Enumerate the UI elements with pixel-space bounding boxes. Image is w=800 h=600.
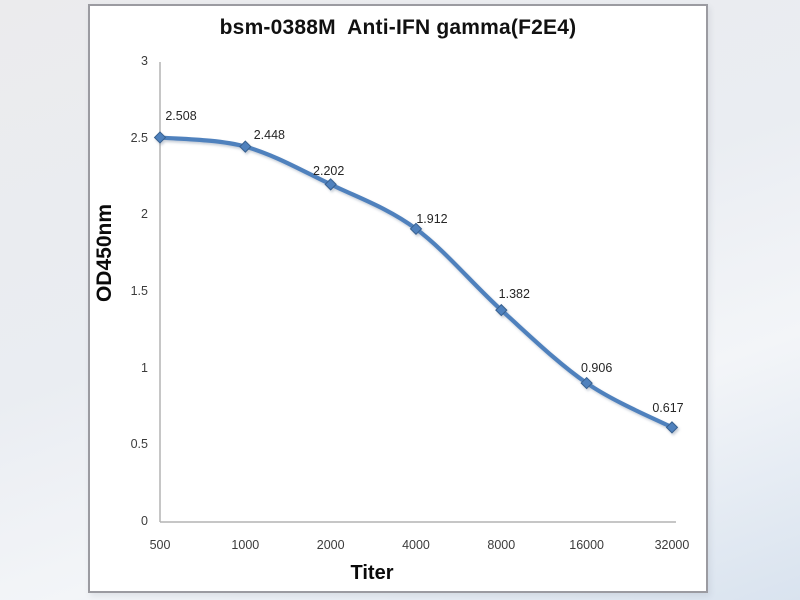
x-axis-title: Titer — [350, 562, 394, 584]
data-point-marker — [324, 178, 337, 191]
y-tick-label: 3 — [141, 54, 148, 68]
y-tick-label: 2.5 — [130, 130, 148, 145]
data-point-marker — [153, 131, 167, 144]
chart-panel — [88, 4, 708, 593]
data-point-label: 0.617 — [652, 401, 684, 416]
series-curve — [157, 135, 675, 430]
y-tick-label: 2 — [141, 207, 148, 222]
data-point-label: 1.912 — [416, 211, 448, 226]
data-point-label: 1.382 — [498, 287, 530, 302]
x-tick-label: 16000 — [569, 538, 605, 552]
data-point-marker — [239, 140, 252, 153]
x-tick-label: 2000 — [316, 538, 345, 552]
data-point-label: 2.508 — [165, 109, 197, 124]
data-point-label: 0.906 — [581, 361, 613, 376]
data-point-label: 2.202 — [313, 164, 345, 179]
x-tick-label: 500 — [149, 538, 171, 552]
x-tick-label: 8000 — [487, 538, 516, 552]
data-point-marker — [665, 421, 679, 434]
x-tick-label: 4000 — [402, 538, 430, 552]
y-tick-label: 1 — [141, 360, 148, 375]
y-tick-label: 0 — [141, 514, 148, 528]
y-tick-label: 0.5 — [130, 437, 148, 452]
data-point-marker — [409, 222, 423, 236]
data-point-marker — [495, 303, 508, 317]
x-tick-label: 1000 — [231, 538, 260, 552]
data-point-label: 2.448 — [253, 127, 285, 142]
data-point-marker — [580, 376, 593, 390]
y-tick-label: 1.5 — [130, 284, 148, 298]
x-tick-label: 32000 — [654, 538, 690, 552]
chart-title: bsm-0388M Anti-IFN gamma(F2E4) — [219, 16, 577, 39]
